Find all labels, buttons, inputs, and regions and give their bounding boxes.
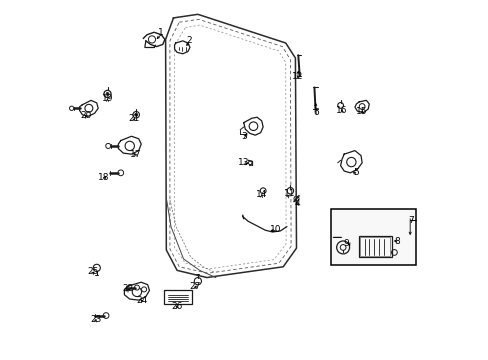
Bar xyxy=(163,290,191,304)
Bar xyxy=(359,236,391,257)
Bar xyxy=(360,237,389,256)
Circle shape xyxy=(194,278,201,285)
Circle shape xyxy=(134,285,139,290)
Circle shape xyxy=(133,112,139,118)
Text: 22: 22 xyxy=(122,284,133,293)
Text: 12: 12 xyxy=(291,72,303,81)
Text: 14: 14 xyxy=(256,190,267,199)
Circle shape xyxy=(103,313,109,319)
Text: 13: 13 xyxy=(238,158,249,167)
Text: 3: 3 xyxy=(241,132,247,141)
Text: 6: 6 xyxy=(313,108,319,117)
Text: 7: 7 xyxy=(407,216,413,225)
Circle shape xyxy=(106,93,109,95)
Text: 5: 5 xyxy=(352,168,358,177)
Circle shape xyxy=(337,103,343,108)
Text: 10: 10 xyxy=(270,225,281,234)
Text: 8: 8 xyxy=(393,237,399,246)
Circle shape xyxy=(135,113,137,116)
Text: 9: 9 xyxy=(343,239,349,248)
Circle shape xyxy=(93,264,100,271)
Text: 11: 11 xyxy=(283,189,294,198)
Circle shape xyxy=(286,188,293,194)
Text: 15: 15 xyxy=(356,107,367,116)
Text: 16: 16 xyxy=(336,105,347,114)
Text: 26: 26 xyxy=(171,302,183,311)
Text: 27: 27 xyxy=(189,282,200,291)
Text: 23: 23 xyxy=(90,315,101,324)
Bar xyxy=(330,209,415,265)
Circle shape xyxy=(104,90,111,98)
Text: 25: 25 xyxy=(87,267,99,276)
Text: 1: 1 xyxy=(158,28,164,37)
Text: 21: 21 xyxy=(128,114,140,123)
Text: 24: 24 xyxy=(136,296,147,305)
Text: 19: 19 xyxy=(102,94,113,103)
Circle shape xyxy=(142,287,146,292)
Text: 4: 4 xyxy=(294,199,300,208)
Text: 2: 2 xyxy=(186,36,191,45)
Text: 18: 18 xyxy=(98,173,109,182)
Text: 20: 20 xyxy=(80,111,91,120)
Text: 17: 17 xyxy=(130,150,142,159)
